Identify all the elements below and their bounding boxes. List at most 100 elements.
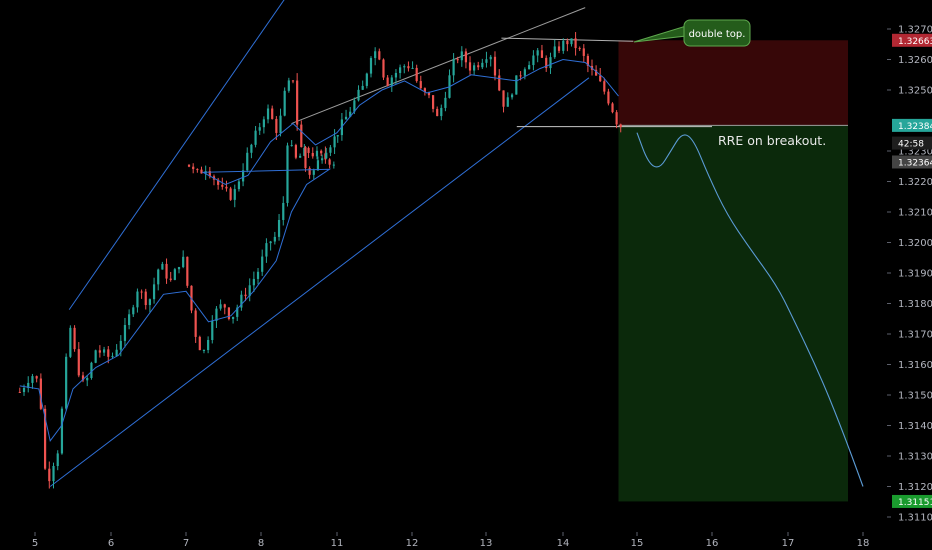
candle[interactable] [256, 268, 260, 285]
candle[interactable] [419, 75, 422, 90]
candle[interactable] [128, 309, 131, 330]
price-tag[interactable]: 1.32364 [892, 155, 932, 169]
candle[interactable] [52, 462, 55, 489]
candle[interactable] [123, 317, 127, 348]
candle[interactable] [157, 268, 160, 291]
candle[interactable] [436, 106, 439, 117]
candle[interactable] [382, 58, 385, 81]
candle[interactable] [536, 48, 539, 63]
candle[interactable] [574, 32, 577, 56]
candle[interactable] [311, 147, 314, 159]
candle[interactable] [357, 85, 360, 102]
candle[interactable] [307, 146, 310, 158]
candle[interactable] [506, 92, 509, 107]
candle[interactable] [262, 116, 265, 134]
wedge-top-line[interactable] [291, 7, 586, 125]
candle[interactable] [277, 214, 281, 241]
candle[interactable] [473, 62, 476, 76]
candle[interactable] [18, 387, 21, 393]
candle[interactable] [102, 346, 106, 356]
candle[interactable] [502, 90, 505, 113]
candle[interactable] [200, 166, 203, 174]
candle[interactable] [261, 249, 264, 276]
candle[interactable] [140, 289, 143, 299]
candle[interactable] [528, 61, 531, 70]
candle[interactable] [290, 140, 293, 147]
candle[interactable] [250, 143, 253, 159]
candle[interactable] [332, 161, 335, 169]
candle[interactable] [240, 290, 243, 311]
candle[interactable] [489, 54, 492, 67]
candle[interactable] [336, 135, 339, 143]
candle[interactable] [304, 145, 307, 172]
candle[interactable] [252, 271, 255, 293]
channel-upper-line[interactable] [68, 0, 289, 310]
candle[interactable] [303, 143, 306, 157]
double-top-callout[interactable]: double top. [633, 19, 751, 47]
candle[interactable] [271, 105, 274, 120]
candle[interactable] [566, 38, 569, 52]
price-tag[interactable]: 1.32663 [892, 33, 932, 47]
price-tag[interactable]: 1.31151 [892, 494, 932, 508]
candle[interactable] [619, 123, 622, 133]
candle[interactable] [69, 325, 72, 358]
candle[interactable] [241, 163, 245, 187]
candle[interactable] [269, 240, 272, 251]
candle[interactable] [204, 165, 207, 180]
candle[interactable] [258, 122, 261, 135]
candle[interactable] [248, 278, 251, 302]
candle[interactable] [144, 288, 147, 310]
moving-average-line[interactable] [19, 58, 619, 442]
candle[interactable] [186, 256, 189, 288]
candle[interactable] [300, 120, 303, 148]
candle[interactable] [94, 349, 97, 364]
candle[interactable] [369, 56, 373, 78]
candle[interactable] [431, 95, 435, 113]
candle[interactable] [403, 64, 406, 74]
stop-loss-zone[interactable] [618, 40, 849, 126]
candle[interactable] [161, 261, 164, 270]
projected-path-line[interactable] [636, 132, 864, 487]
candle[interactable] [532, 50, 535, 71]
candle[interactable] [349, 107, 352, 118]
candle[interactable] [287, 77, 290, 93]
candle[interactable] [236, 304, 239, 322]
candle[interactable] [194, 308, 197, 343]
candle[interactable] [316, 156, 320, 171]
candle[interactable] [187, 164, 191, 168]
candle[interactable] [394, 69, 398, 85]
candle[interactable] [540, 44, 544, 58]
candle[interactable] [132, 304, 135, 318]
candle[interactable] [279, 108, 282, 137]
candle[interactable] [329, 145, 332, 157]
candle[interactable] [90, 361, 93, 380]
candle[interactable] [73, 325, 76, 352]
candle[interactable] [294, 143, 298, 160]
candle[interactable] [510, 93, 514, 100]
candle[interactable] [562, 38, 565, 54]
candle[interactable] [578, 46, 581, 52]
candle[interactable] [207, 336, 210, 354]
candle[interactable] [266, 104, 270, 124]
candle[interactable] [299, 153, 302, 158]
candle[interactable] [312, 168, 315, 180]
candle[interactable] [217, 177, 220, 190]
candle[interactable] [227, 307, 231, 321]
candle[interactable] [173, 267, 176, 281]
candle[interactable] [321, 154, 324, 164]
candle[interactable] [111, 352, 114, 359]
candle[interactable] [231, 316, 235, 324]
candle[interactable] [582, 44, 585, 63]
candle[interactable] [586, 53, 589, 73]
candle[interactable] [481, 58, 484, 70]
candle[interactable] [35, 375, 38, 383]
candle[interactable] [169, 271, 172, 282]
candle[interactable] [477, 61, 480, 71]
candle[interactable] [452, 53, 455, 83]
candle[interactable] [198, 335, 201, 351]
candle[interactable] [407, 61, 410, 72]
time-axis-background[interactable] [0, 532, 887, 550]
candle[interactable] [545, 55, 548, 72]
